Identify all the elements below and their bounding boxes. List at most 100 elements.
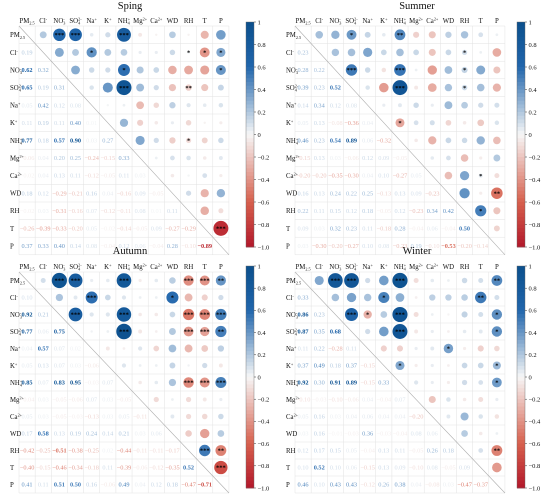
colorbar-segment [246,406,254,411]
colorbar-tick-label: 0.4 [529,87,538,94]
row-label-11: T [286,465,291,472]
diagonal-line [18,25,230,256]
colorbar-segment [517,37,525,42]
colorbar-segment [246,288,254,293]
colorbar-segment [246,175,254,180]
colorbar-tick-label: −0.2 [529,154,541,161]
coefficient-label: 0.13 [314,190,325,197]
colorbar-segment [246,421,254,426]
coefficient-label: −0.25 [84,448,99,455]
correlation-circle [199,275,210,286]
correlation-circle [414,296,418,299]
coefficient-label: 0.10 [330,465,341,472]
coefficient-label: −0.12 [101,208,116,215]
coefficient-label: −0.37 [473,482,488,489]
colorbar-tick-label: 0.8 [258,42,266,49]
correlation-circle [200,30,209,39]
coefficient-label: −0.23 [393,243,408,250]
correlation-circle [398,103,402,108]
colorbar-segment [517,395,525,400]
colorbar-segment [517,317,525,322]
colorbar-segment [517,410,525,415]
column-label-4: Na+ [363,262,374,271]
coefficient-label: −0.42 [20,448,35,455]
colorbar-segment [246,347,254,352]
correlation-circle [395,293,405,302]
coefficient-label: 0.26 [378,482,389,489]
coefficient-label: 0.10 [362,243,373,250]
colorbar-segment [517,44,525,49]
colorbar-segment [517,190,525,195]
colorbar-segment [246,343,254,348]
coefficient-label: −0.31 [52,208,67,215]
correlation-circle [461,277,468,284]
coefficient-label: 0.37 [346,363,357,370]
correlation-circle [201,413,208,420]
colorbar-segment [246,295,254,300]
coefficient-label: 0.57 [54,138,65,145]
correlation-circle [478,102,484,108]
colorbar-segment [517,291,525,296]
significance-mark: *** [216,465,226,472]
coefficient-label: 0.03 [102,397,113,404]
colorbar-segment [246,465,254,470]
correlation-circle [430,313,434,316]
colorbar-segment [246,299,254,304]
colorbar-segment [517,145,525,150]
colorbar-segment [517,138,525,143]
column-label-9: WD [443,264,454,271]
colorbar-segment [517,115,525,120]
correlation-circle [430,103,434,107]
colorbar-segment [246,187,254,192]
significance-mark: ** [494,190,501,197]
coefficient-label: 0.03 [330,414,341,421]
colorbar-segment [246,321,254,326]
correlation-circle [116,323,132,340]
correlation-circle [476,136,485,145]
correlation-circle [215,64,226,76]
row-label-12: P [10,243,14,250]
correlation-circle [154,380,159,385]
coefficient-label: 0.77 [22,329,33,336]
correlation-circle [85,291,98,304]
coefficient-label: −0.06 [344,397,359,404]
correlation-circle [170,121,175,125]
coefficient-label: 0.03 [38,414,49,421]
row-label-9: WD [286,431,297,438]
significance-mark: * [122,67,125,74]
colorbar-segment [246,476,254,481]
correlation-circle [217,84,224,91]
colorbar-segment [246,142,254,147]
colorbar-segment [517,112,525,117]
correlation-circle [477,345,484,352]
correlation-circle [218,137,224,144]
correlation-circle [136,101,145,110]
coefficient-label: 0.18 [443,448,454,455]
correlation-circle [346,292,357,303]
correlation-circle [429,120,435,126]
coefficient-label: 0.19 [22,50,33,57]
correlation-circle [185,120,192,126]
colorbar-segment [246,351,254,356]
correlation-circle [495,397,499,402]
coefficient-label: −0.10 [409,465,424,472]
correlation-circle [218,294,224,301]
correlation-circle [478,329,483,334]
colorbar-tick-label: −0.2 [529,397,541,404]
column-label-9: WD [443,18,454,25]
column-label-0: PM2.5 [20,264,35,272]
correlation-circle [122,347,126,350]
coefficient-label: 0.07 [86,208,97,215]
column-label-9: WD [167,264,178,271]
correlation-circle [182,308,195,321]
colorbar-tick-label: 0.8 [529,286,537,293]
column-label-2: NO3- [329,262,341,271]
coefficient-label: 0.12 [362,155,373,162]
correlation-circle [344,273,359,288]
coefficient-label: 0.43 [330,482,341,489]
correlation-circle [120,49,128,56]
correlation-circle [201,84,209,92]
correlation-circle [495,33,499,37]
colorbar-tick-label: −0.8 [529,463,541,470]
